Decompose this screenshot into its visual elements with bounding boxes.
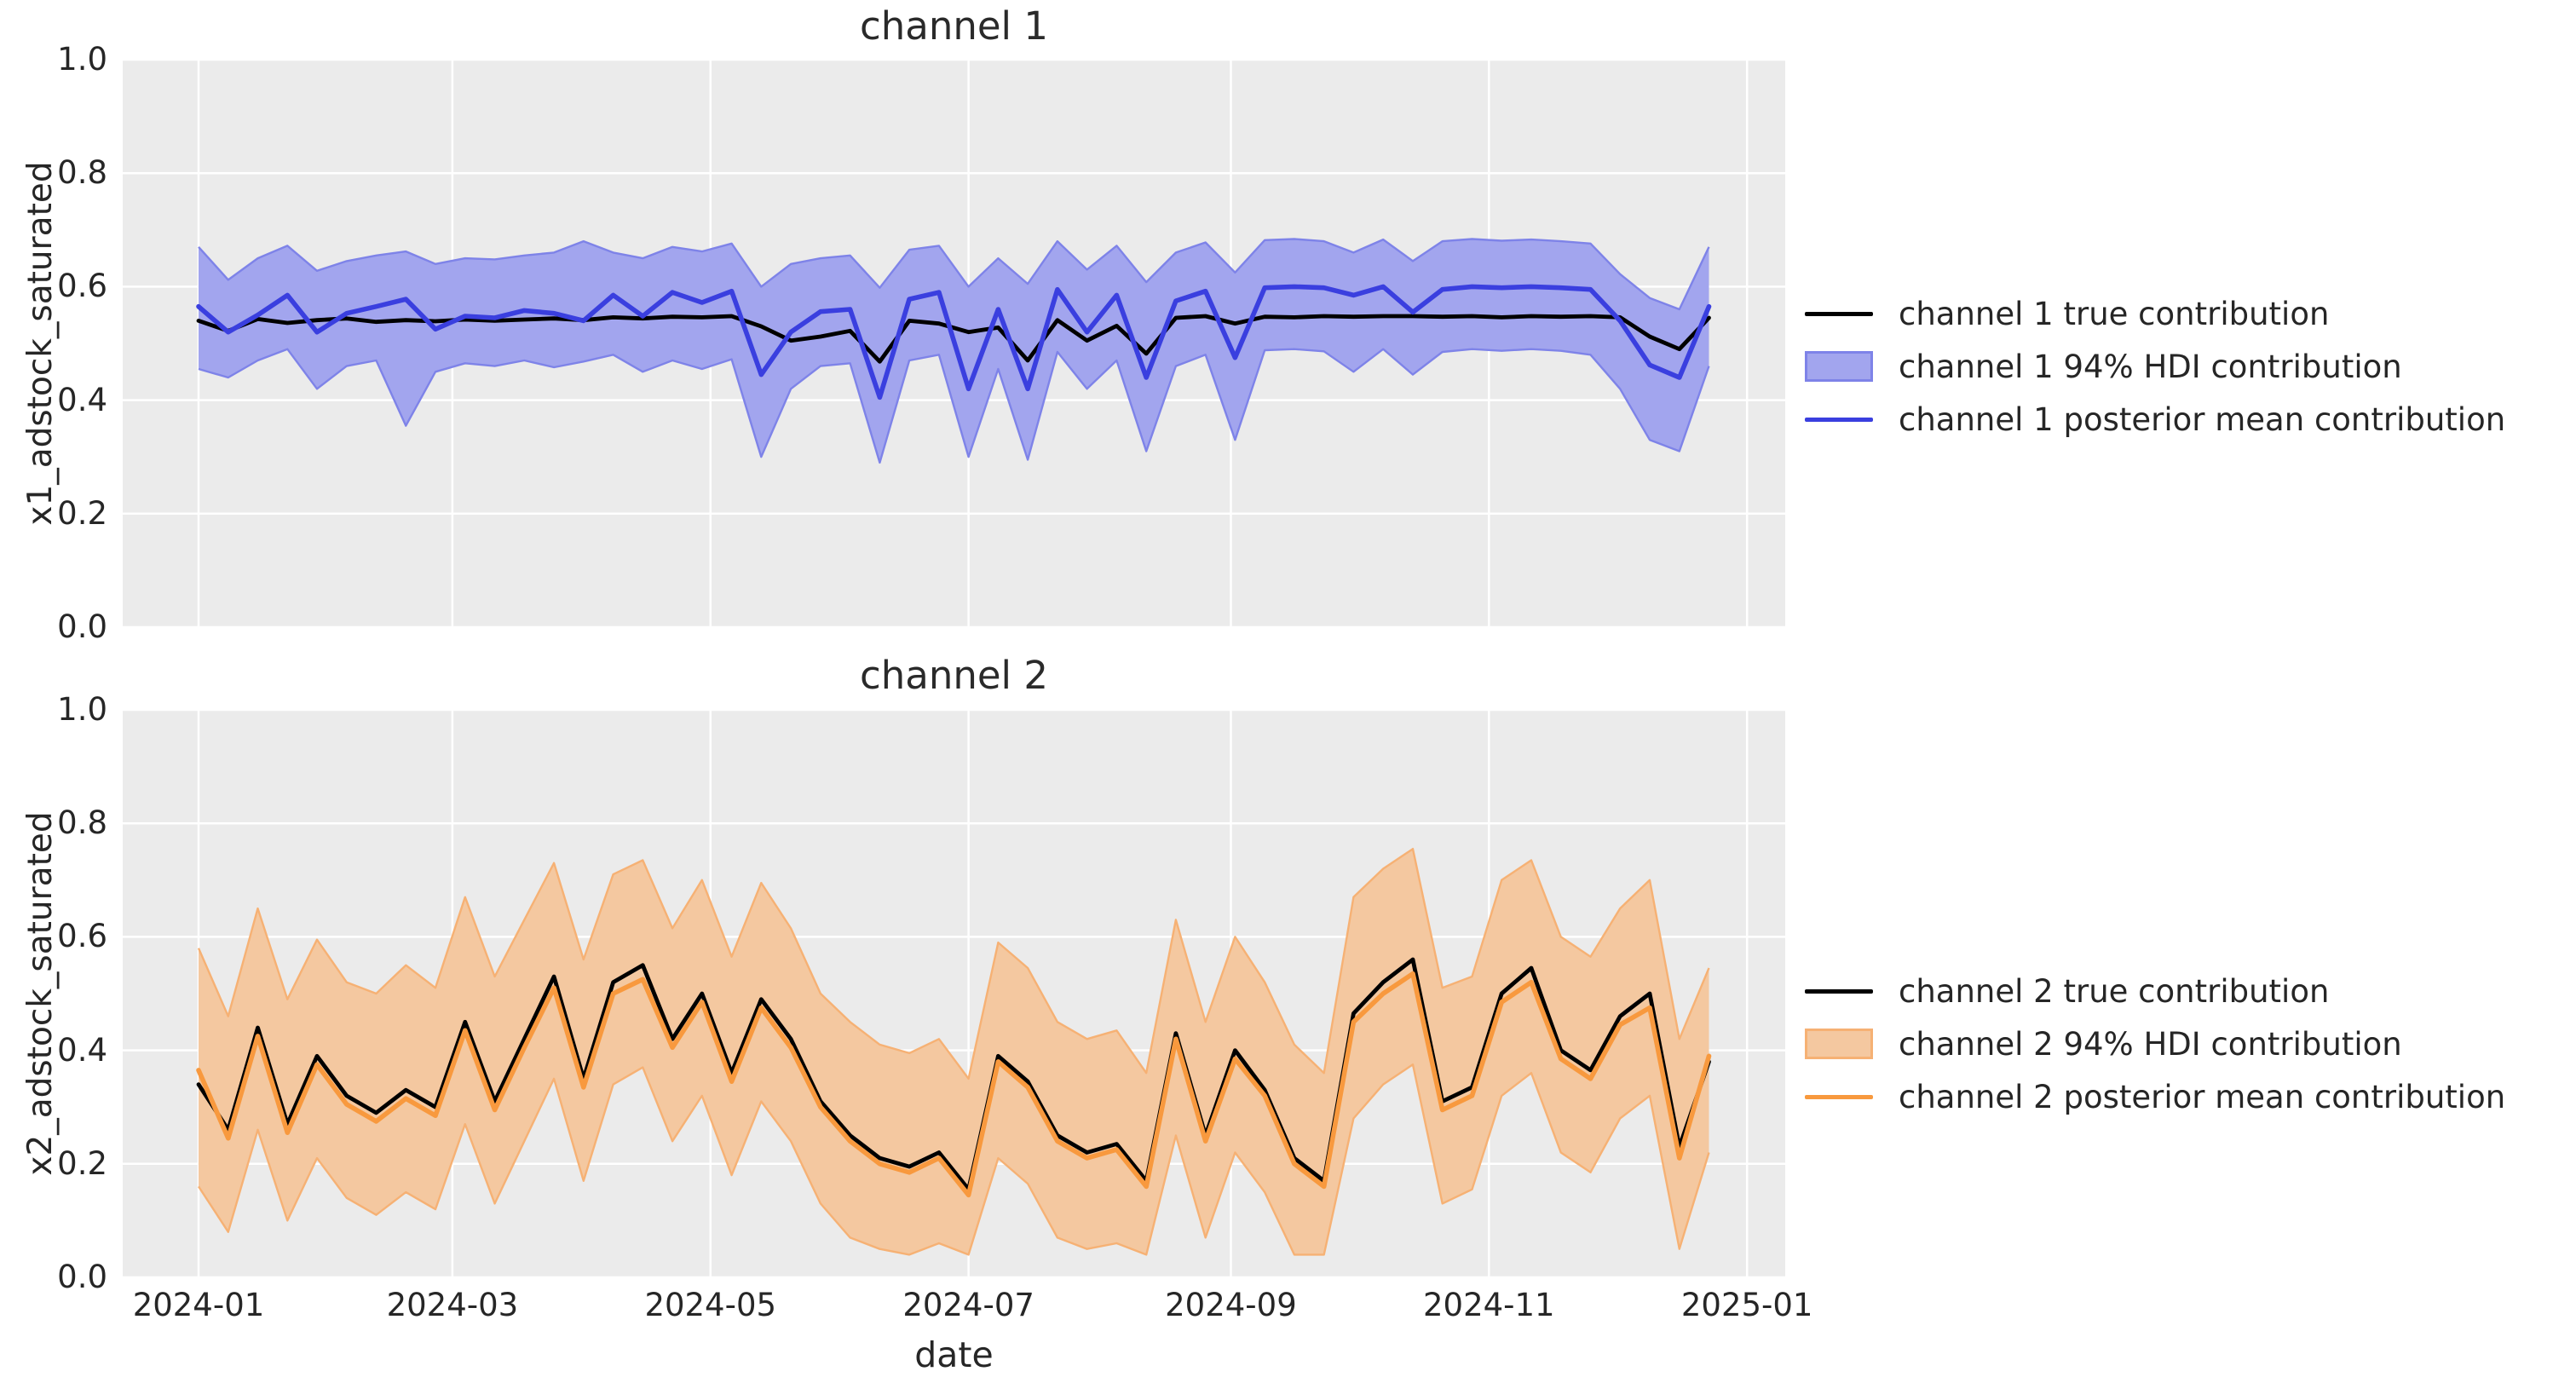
chart-2-legend: channel 2 true contribution channel 2 94… <box>1805 965 2505 1123</box>
x-tick-label: 2024-11 <box>1423 1287 1555 1323</box>
x-axis-label: date <box>914 1334 994 1375</box>
mean-line-sample-icon <box>1805 417 1873 422</box>
legend-item-hdi: channel 1 94% HDI contribution <box>1805 340 2505 393</box>
chart-1-title: channel 1 <box>859 3 1048 49</box>
y-tick-label: 0.8 <box>57 804 107 842</box>
y-tick-label: 0.0 <box>57 608 107 645</box>
true-line-sample-icon <box>1805 988 1873 994</box>
legend-item-label: channel 2 true contribution <box>1899 972 2330 1010</box>
legend-item-hdi: channel 2 94% HDI contribution <box>1805 1017 2505 1070</box>
legend-item-mean: channel 2 posterior mean contribution <box>1805 1070 2505 1123</box>
x-tick-label: 2025-01 <box>1680 1287 1813 1323</box>
hdi-band <box>199 239 1709 463</box>
y-tick-label: 0.2 <box>57 494 107 532</box>
hdi-patch-sample-icon <box>1805 1029 1873 1059</box>
x-tick-label: 2024-09 <box>1165 1287 1297 1323</box>
legend-item-true: channel 2 true contribution <box>1805 965 2505 1017</box>
y-tick-label: 1.0 <box>57 691 107 728</box>
legend-item-label: channel 2 94% HDI contribution <box>1899 1025 2402 1063</box>
x-tick-label: 2024-03 <box>386 1287 519 1323</box>
legend-item-label: channel 1 true contribution <box>1899 295 2330 332</box>
y-tick-label: 1.0 <box>57 41 107 78</box>
mean-line-sample-icon <box>1805 1094 1873 1099</box>
hdi-lower-edge <box>197 1063 1710 1256</box>
hdi-patch-sample-icon <box>1805 351 1873 382</box>
posterior-mean-line <box>196 971 1712 1198</box>
hdi-upper-edge <box>197 847 1710 1080</box>
x-tick-label: 2024-05 <box>644 1287 777 1323</box>
true-contribution-line <box>196 957 1711 1192</box>
y-tick-label: 0.6 <box>57 268 107 305</box>
true-line-sample-icon <box>1805 311 1873 316</box>
legend-item-true: channel 1 true contribution <box>1805 287 2505 340</box>
chart-1-legend: channel 1 true contribution channel 1 94… <box>1805 287 2505 446</box>
hdi-upper-edge <box>198 238 1710 311</box>
legend-item-label: channel 1 94% HDI contribution <box>1899 348 2402 385</box>
y-tick-label: 0.4 <box>57 1031 107 1069</box>
y-tick-label: 0.6 <box>57 918 107 955</box>
legend-item-label: channel 2 posterior mean contribution <box>1899 1078 2506 1115</box>
x-tick-label: 2024-07 <box>902 1287 1034 1323</box>
posterior-mean-line <box>196 284 1712 400</box>
y-tick-label: 0.2 <box>57 1144 107 1182</box>
x-tick-label: 2024-01 <box>132 1287 265 1323</box>
chart-2-ylabel: x2_adstock_saturated <box>21 811 60 1176</box>
chart-2-plot <box>123 710 1785 1277</box>
hdi-lower-edge <box>198 348 1710 464</box>
y-tick-label: 0.0 <box>57 1259 107 1295</box>
y-tick-label: 0.8 <box>57 154 107 192</box>
chart-1-plot <box>123 60 1785 627</box>
legend-item-label: channel 1 posterior mean contribution <box>1899 400 2506 438</box>
y-tick-label: 0.4 <box>57 381 107 418</box>
chart-2-title: channel 2 <box>859 653 1048 698</box>
chart-1-ylabel: x1_adstock_saturated <box>21 161 60 526</box>
legend-item-mean: channel 1 posterior mean contribution <box>1805 393 2505 446</box>
